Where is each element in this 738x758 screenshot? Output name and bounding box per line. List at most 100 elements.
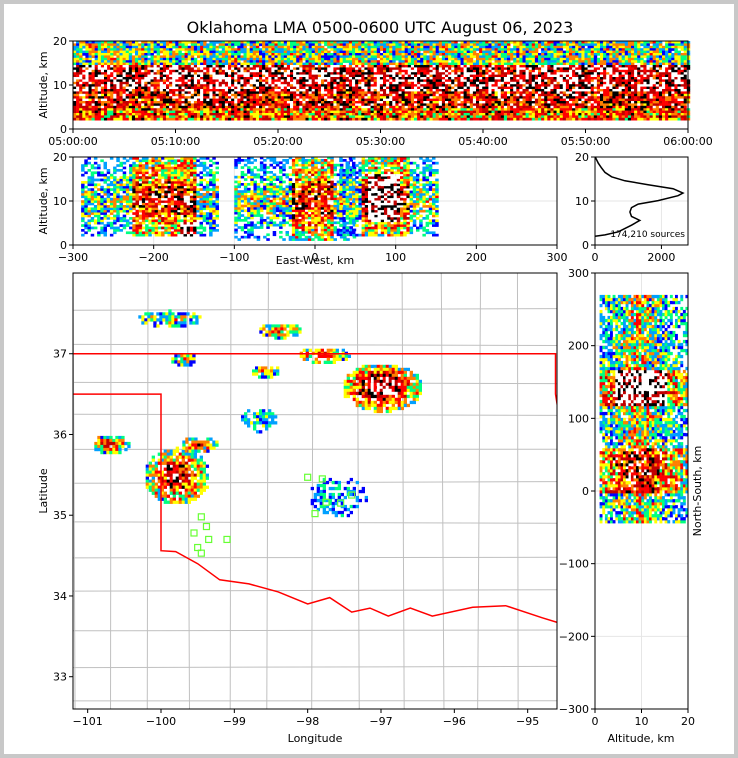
time-height-cell — [116, 117, 120, 121]
time-height-cell — [187, 65, 192, 68]
time-height-cell — [231, 53, 235, 56]
time-height-cell — [466, 86, 471, 90]
time-height-cell — [324, 65, 328, 68]
time-height-cell — [190, 43, 195, 47]
time-height-cell — [166, 65, 170, 68]
time-height-cell — [231, 57, 235, 61]
time-height-cell — [178, 84, 182, 87]
time-height-cell — [212, 113, 216, 116]
time-height-cell — [494, 81, 498, 85]
time-height-cell — [231, 98, 235, 102]
time-height-cell — [364, 50, 368, 54]
time-height-cell — [131, 62, 136, 66]
time-height-cell — [510, 67, 514, 71]
time-height-cell — [100, 60, 105, 63]
time-height-cell — [423, 69, 427, 73]
time-height-cell — [463, 45, 467, 49]
time-height-cell — [85, 60, 89, 63]
time-height-cell — [454, 69, 458, 73]
time-height-cell — [116, 57, 120, 61]
time-height-cell — [243, 115, 247, 119]
time-height-cell — [265, 55, 269, 59]
time-height-cell — [420, 53, 424, 56]
time-height-cell — [507, 105, 511, 109]
time-height-cell — [299, 101, 303, 104]
time-height-cell — [224, 57, 229, 61]
time-height-cell — [187, 67, 192, 71]
time-height-cell — [203, 48, 207, 51]
time-height-cell — [85, 41, 89, 44]
time-height-cell — [367, 103, 371, 107]
time-height-cell — [531, 77, 536, 80]
time-height-cell — [463, 43, 467, 47]
time-height-cell — [187, 108, 192, 111]
time-height-cell — [355, 43, 359, 47]
time-height-cell — [274, 96, 278, 99]
time-height-cell — [507, 55, 511, 59]
time-height-cell — [125, 81, 130, 85]
time-height-cell — [479, 60, 483, 63]
time-height-cell — [528, 69, 533, 73]
time-height-cell — [234, 67, 238, 71]
time-height-cell — [510, 105, 514, 109]
time-height-cell — [231, 79, 235, 83]
time-height-cell — [305, 105, 309, 109]
time-height-cell — [277, 60, 281, 63]
time-height-cell — [200, 105, 204, 109]
time-height-cell — [317, 96, 322, 99]
time-height-cell — [125, 108, 130, 111]
time-height-cell — [79, 55, 83, 59]
time-height-cell — [395, 74, 399, 78]
time-height-cell — [153, 84, 157, 87]
time-height-cell — [445, 41, 449, 44]
time-height-cell — [525, 65, 529, 68]
time-height-cell — [516, 43, 520, 47]
time-height-cell — [190, 55, 195, 59]
time-height-cell — [460, 74, 464, 78]
time-height-cell — [429, 41, 433, 44]
time-height-cell — [497, 57, 502, 61]
time-height-cell — [243, 79, 247, 83]
time-height-cell — [116, 41, 120, 44]
time-height-cell — [410, 110, 415, 114]
time-height-cell — [293, 81, 297, 85]
time-height-cell — [345, 55, 350, 59]
time-height-cell — [389, 86, 393, 90]
time-height-cell — [516, 96, 520, 99]
time-height-cell — [379, 77, 384, 80]
time-height-cell — [339, 65, 343, 68]
time-height-cell — [336, 108, 340, 111]
time-height-cell — [538, 69, 542, 73]
time-height-cell — [494, 45, 498, 49]
time-height-cell — [317, 77, 322, 80]
time-height-cell — [404, 77, 409, 80]
time-height-cell — [187, 79, 192, 83]
time-height-cell — [336, 79, 340, 83]
time-height-cell — [246, 74, 250, 78]
time-height-cell — [246, 55, 250, 59]
time-height-cell — [110, 91, 114, 95]
time-height-cell — [262, 84, 266, 87]
time-height-cell — [531, 45, 536, 49]
time-height-cell — [333, 60, 337, 63]
time-height-cell — [503, 41, 508, 44]
time-height-cell — [76, 72, 80, 75]
time-height-cell — [218, 93, 223, 97]
time-height-cell — [277, 55, 281, 59]
time-height-cell — [541, 57, 545, 61]
time-height-cell — [451, 41, 455, 44]
time-height-cell — [311, 96, 316, 99]
time-height-cell — [249, 84, 254, 87]
time-height-cell — [206, 101, 210, 104]
time-height-cell — [500, 67, 505, 71]
time-height-cell — [104, 91, 108, 95]
time-height-cell — [373, 108, 378, 111]
time-height-cell — [476, 60, 480, 63]
time-height-cell — [336, 55, 340, 59]
time-height-cell — [401, 50, 405, 54]
time-height-cell — [280, 91, 285, 95]
time-height-cell — [466, 81, 471, 85]
time-height-cell — [218, 103, 223, 107]
time-height-cell — [305, 65, 309, 68]
time-height-cell — [193, 77, 198, 80]
